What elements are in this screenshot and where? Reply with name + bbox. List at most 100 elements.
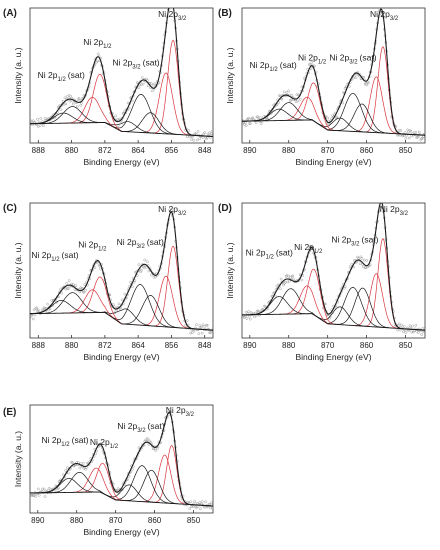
raw-data-point: [36, 308, 40, 312]
raw-data-point: [74, 284, 78, 288]
component-peak: [351, 76, 401, 135]
raw-data-point: [82, 290, 86, 294]
x-tick-label: 856: [165, 341, 179, 350]
peak-label: Ni 2p1/2 (sat): [250, 60, 297, 73]
raw-data-point: [59, 108, 63, 111]
raw-data-point: [139, 80, 142, 83]
raw-data-point: [73, 288, 77, 291]
raw-data-point: [193, 500, 197, 503]
raw-data-point: [63, 96, 67, 100]
raw-data-point: [358, 262, 362, 266]
x-tick-label: 850: [399, 341, 413, 350]
raw-data-point: [335, 115, 339, 119]
raw-data-point: [280, 97, 284, 101]
x-tick-label: 888: [32, 146, 46, 155]
raw-data-point: [118, 117, 122, 121]
x-tick-label: 890: [243, 146, 257, 155]
raw-data-point: [153, 82, 157, 85]
x-tick-label: 860: [360, 341, 374, 350]
raw-data-point: [209, 501, 213, 505]
raw-data-point: [287, 274, 290, 278]
peak-label: Ni 2p1/2: [90, 437, 119, 450]
raw-data-point: [150, 89, 154, 93]
raw-data-point: [41, 487, 44, 491]
raw-data-point: [411, 324, 414, 328]
raw-data-point: [66, 471, 70, 475]
x-tick-label: 872: [98, 146, 112, 155]
raw-data-point: [145, 260, 149, 264]
raw-data-point: [381, 199, 383, 201]
component-peak: [120, 469, 182, 505]
raw-data-point: [79, 103, 83, 107]
raw-data-point: [137, 446, 141, 450]
raw-data-point: [198, 501, 202, 505]
x-tick-label: 856: [165, 146, 179, 155]
x-tick-label: 880: [70, 516, 84, 525]
raw-data-point: [242, 118, 244, 122]
x-axis-title: Binding Energy (eV): [295, 157, 371, 167]
raw-data-point: [402, 325, 406, 328]
raw-data-point: [204, 500, 207, 504]
y-axis-title: Intensity (a. u.): [13, 47, 23, 103]
raw-data-point: [64, 287, 68, 291]
raw-data-point: [398, 328, 402, 332]
raw-data-point: [247, 310, 251, 313]
component-peak: [362, 237, 403, 330]
raw-data-point: [154, 449, 157, 452]
raw-data-point: [201, 323, 205, 327]
x-tick-label: 870: [321, 341, 335, 350]
raw-data-point: [362, 258, 366, 262]
peak-label: Ni 2p3/2 (sat): [331, 235, 378, 248]
raw-data-point: [168, 408, 172, 412]
raw-data-point: [140, 83, 143, 87]
plot-area: [30, 408, 213, 511]
x-tick-label: 880: [282, 341, 296, 350]
y-axis-title: Intensity (a. u.): [13, 431, 23, 487]
raw-data-point: [151, 83, 155, 87]
plot-frame: [29, 404, 214, 514]
chart-panel-1: (A) 888 880 872 864 856 848 Binding Energy (eV)…: [3, 1, 214, 167]
raw-data-point: [403, 131, 407, 134]
raw-data-point: [172, 1, 174, 3]
raw-data-point: [147, 269, 151, 273]
raw-data-point: [43, 495, 47, 498]
background-line: [242, 313, 425, 331]
x-tick-label: 848: [198, 341, 212, 350]
raw-data-point: [211, 133, 213, 136]
raw-data-point: [78, 466, 82, 470]
x-tick-label: 870: [321, 146, 335, 155]
background-line: [242, 119, 425, 136]
raw-data-point: [121, 112, 125, 115]
raw-data-point: [80, 101, 83, 105]
raw-data-point: [397, 322, 401, 326]
raw-data-point: [199, 507, 202, 511]
x-axis-title: Binding Energy (eV): [295, 352, 371, 362]
raw-data-point: [123, 292, 127, 296]
raw-data-point: [402, 330, 405, 334]
raw-data-point: [37, 493, 41, 497]
x-tick-label: 870: [109, 516, 123, 525]
raw-data-point: [76, 105, 79, 108]
raw-data-point: [140, 76, 144, 80]
raw-data-point: [130, 285, 134, 289]
raw-data-point: [209, 132, 213, 136]
y-axis-title: Intensity (a. u.): [13, 242, 23, 298]
raw-data-point: [200, 325, 203, 329]
raw-data-point: [210, 130, 213, 133]
raw-data-point: [196, 129, 200, 133]
raw-data-point: [203, 131, 207, 134]
raw-data-point: [187, 129, 191, 132]
raw-data-point: [188, 507, 192, 511]
peak-label: Ni 2p1/2 (sat): [31, 250, 78, 263]
component-peak: [256, 288, 325, 322]
raw-data-point: [404, 331, 408, 334]
raw-data-point: [32, 308, 36, 312]
peak-label: Ni 2p3/2: [158, 204, 187, 217]
raw-data-point: [67, 279, 71, 282]
peak-label: Ni 2p1/2 (sat): [38, 70, 85, 83]
x-tick-label: 888: [32, 341, 46, 350]
raw-data-point: [416, 135, 420, 139]
x-tick-label: 850: [399, 146, 413, 155]
raw-data-point: [278, 287, 282, 290]
raw-data-point: [414, 323, 418, 327]
